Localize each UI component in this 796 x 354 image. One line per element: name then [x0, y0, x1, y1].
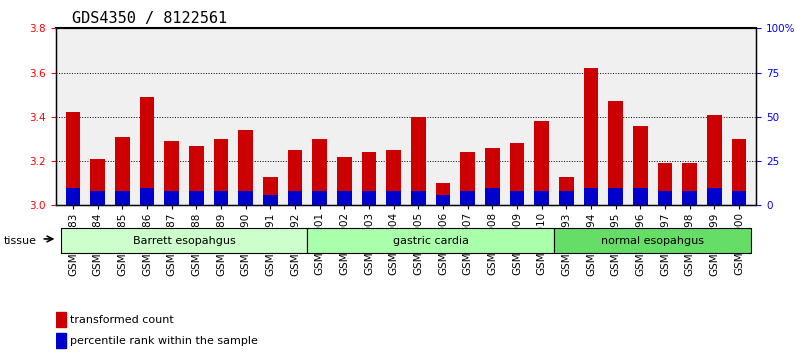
Bar — [189, 191, 204, 205]
Bar — [361, 191, 377, 205]
Bar — [559, 191, 574, 205]
Bar — [633, 188, 648, 205]
Text: Barrett esopahgus: Barrett esopahgus — [133, 236, 236, 246]
Bar — [56, 333, 65, 348]
Text: transformed count: transformed count — [70, 315, 174, 325]
Bar — [337, 156, 352, 205]
Bar — [65, 188, 80, 205]
Bar — [435, 183, 451, 205]
FancyBboxPatch shape — [307, 228, 554, 253]
Bar — [386, 191, 401, 205]
Bar — [287, 191, 302, 205]
Bar — [386, 150, 401, 205]
Bar — [139, 188, 154, 205]
Bar — [460, 152, 475, 205]
Bar — [238, 191, 253, 205]
Bar — [312, 191, 327, 205]
Bar — [682, 163, 697, 205]
Bar — [90, 159, 105, 205]
Bar — [115, 191, 130, 205]
Text: normal esopahgus: normal esopahgus — [601, 236, 704, 246]
Bar — [707, 188, 722, 205]
Bar — [485, 148, 500, 205]
Text: tissue: tissue — [4, 236, 37, 246]
Bar — [411, 117, 426, 205]
Bar — [337, 191, 352, 205]
Bar — [56, 312, 65, 327]
Bar — [115, 137, 130, 205]
Bar — [361, 152, 377, 205]
Bar — [583, 188, 599, 205]
Bar — [509, 143, 525, 205]
Text: percentile rank within the sample: percentile rank within the sample — [70, 336, 258, 346]
FancyBboxPatch shape — [60, 228, 307, 253]
Bar — [608, 188, 623, 205]
Bar — [238, 130, 253, 205]
Bar — [509, 191, 525, 205]
Bar — [312, 139, 327, 205]
Bar — [682, 191, 697, 205]
Bar — [263, 195, 278, 205]
Bar — [657, 191, 673, 205]
Bar — [435, 195, 451, 205]
Bar — [583, 68, 599, 205]
Bar — [732, 139, 747, 205]
Bar — [608, 101, 623, 205]
Bar — [534, 121, 549, 205]
Bar — [139, 97, 154, 205]
Text: GDS4350 / 8122561: GDS4350 / 8122561 — [72, 11, 227, 25]
Bar — [657, 163, 673, 205]
Bar — [90, 191, 105, 205]
Bar — [707, 115, 722, 205]
Bar — [263, 177, 278, 205]
Bar — [534, 191, 549, 205]
Bar — [485, 188, 500, 205]
Bar — [732, 191, 747, 205]
Bar — [633, 126, 648, 205]
Bar — [287, 150, 302, 205]
Bar — [164, 191, 179, 205]
FancyBboxPatch shape — [554, 228, 751, 253]
Bar — [213, 191, 228, 205]
Bar — [460, 191, 475, 205]
Bar — [559, 177, 574, 205]
Bar — [189, 145, 204, 205]
Bar — [164, 141, 179, 205]
Text: gastric cardia: gastric cardia — [392, 236, 469, 246]
Bar — [411, 191, 426, 205]
Bar — [65, 113, 80, 205]
Bar — [213, 139, 228, 205]
